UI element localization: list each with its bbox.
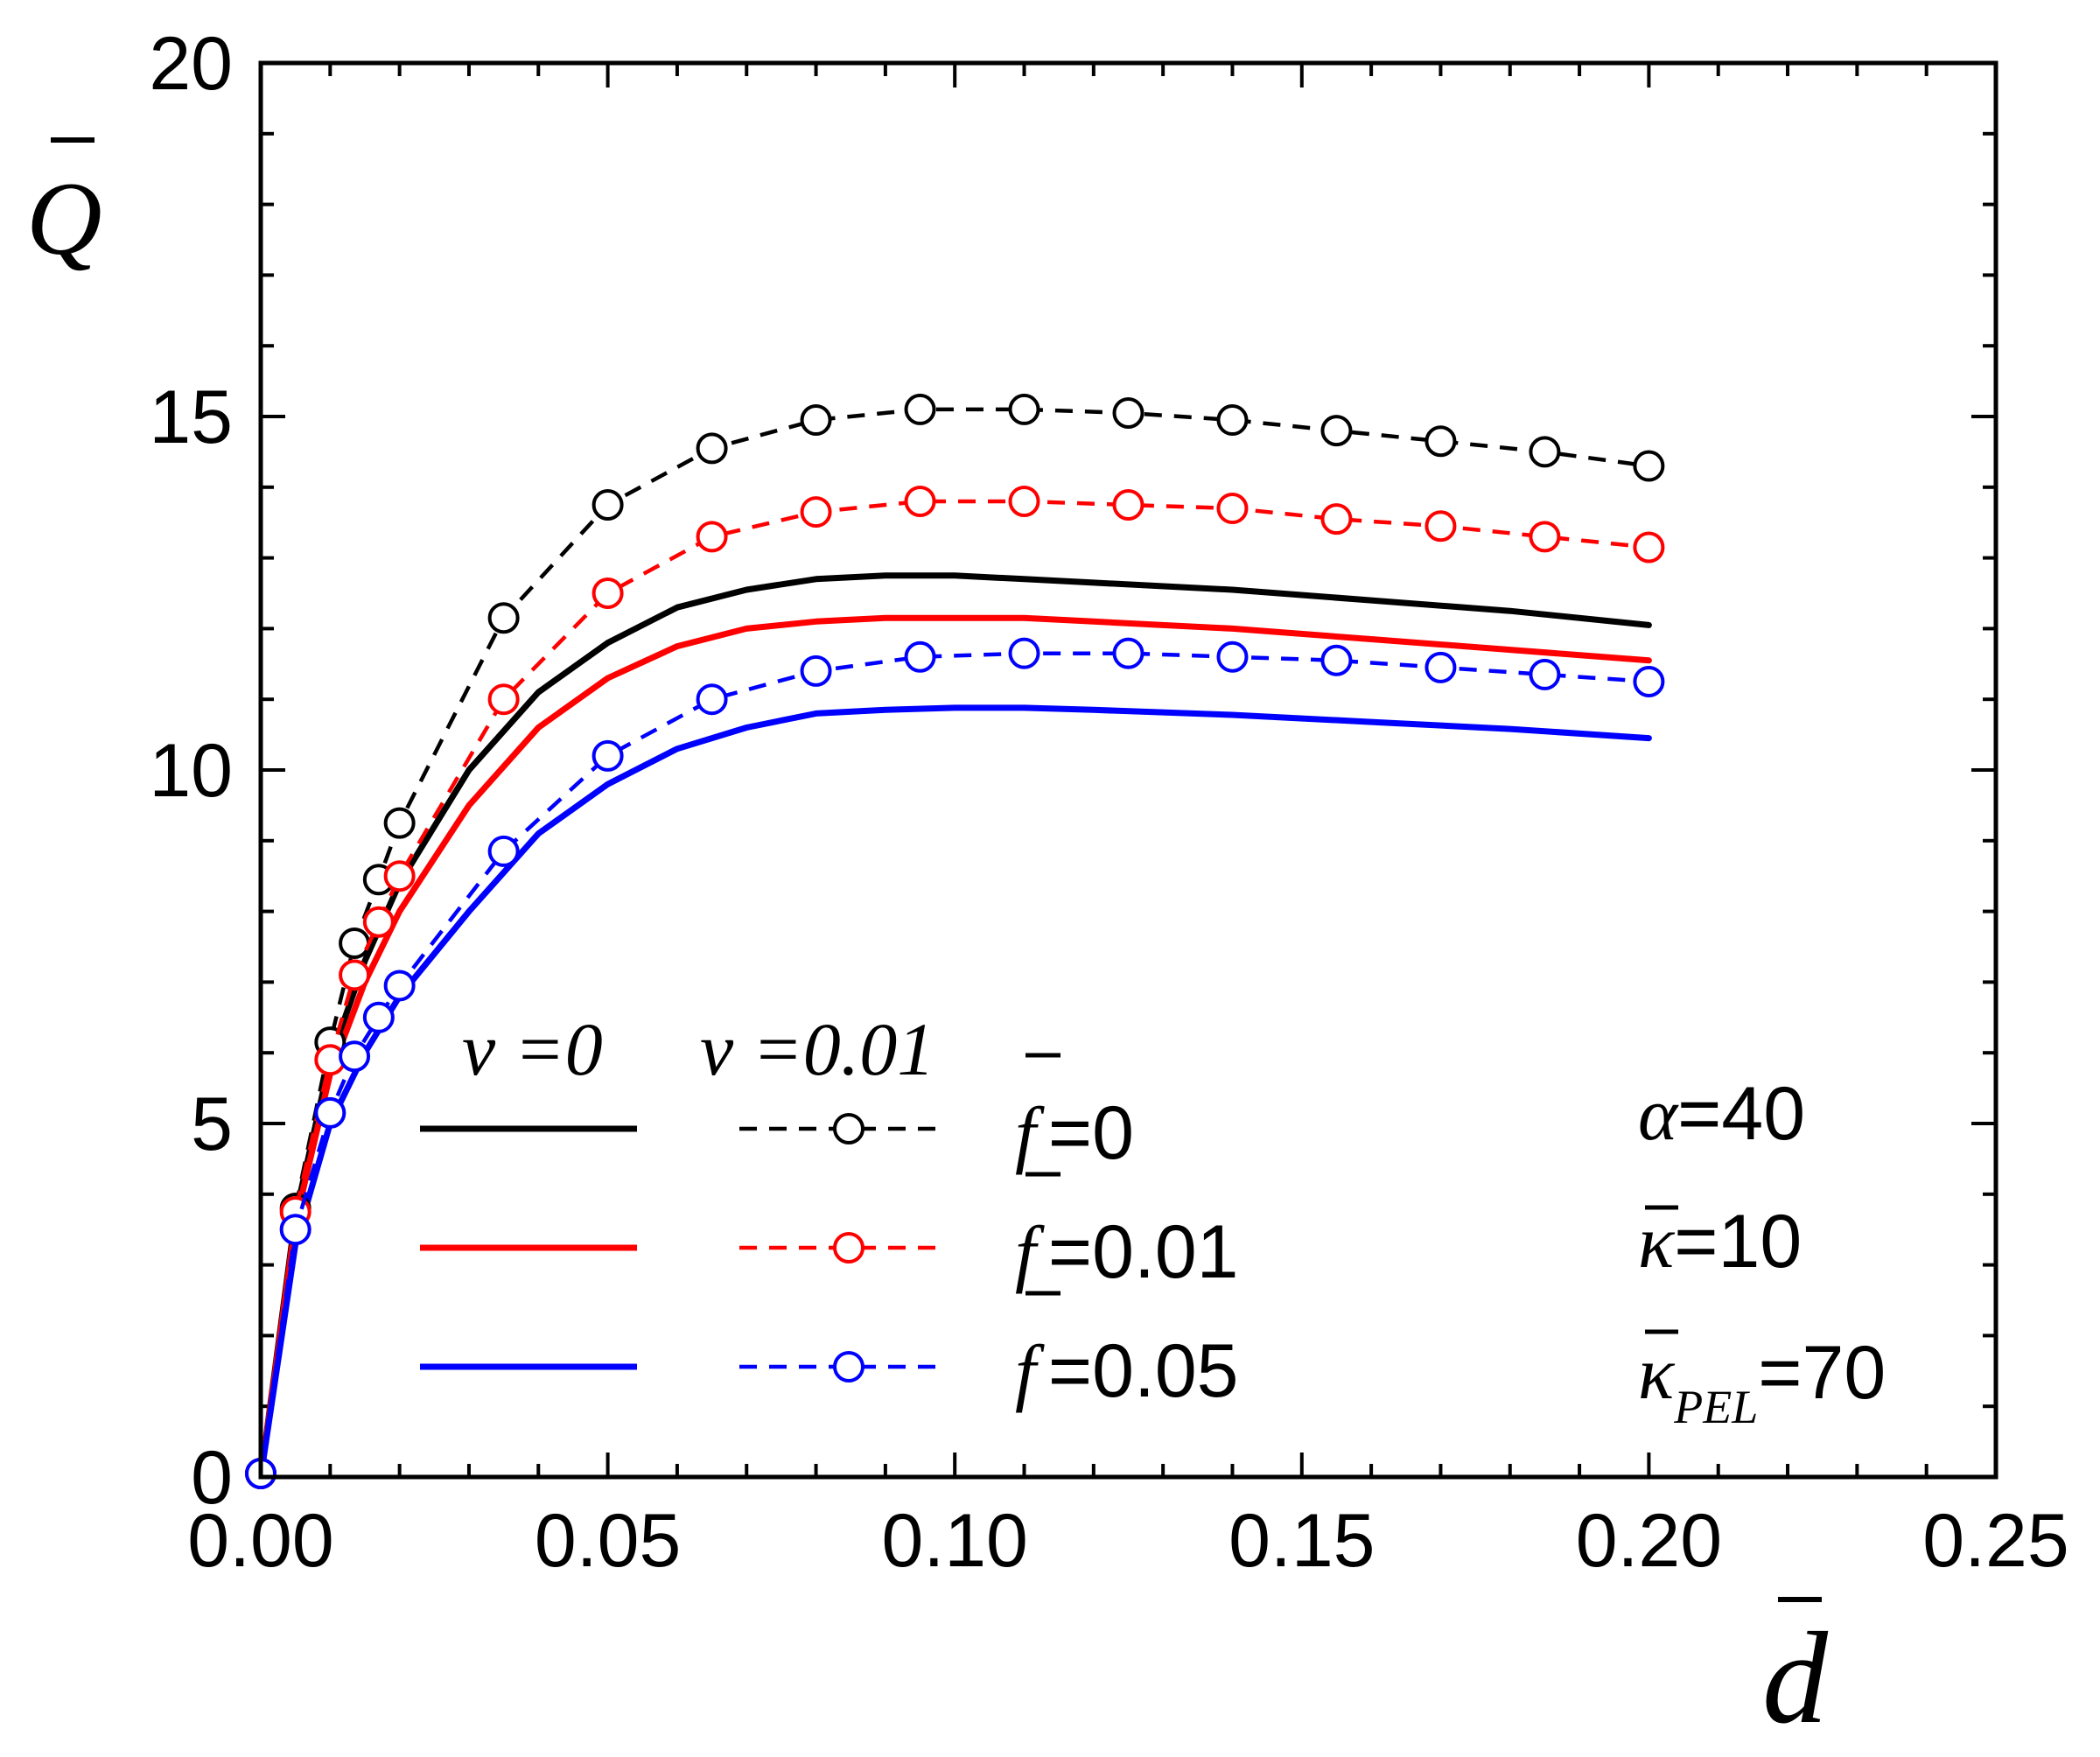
x-tick-label: 0.25 xyxy=(1922,1499,2068,1583)
legend: ν =0 ν =0.01 f =0 f =0.01 f =0.05 xyxy=(420,1007,1239,1413)
legend-marker xyxy=(833,1351,864,1382)
data-point xyxy=(1216,493,1249,525)
data-point xyxy=(362,1001,395,1033)
data-point xyxy=(696,521,728,553)
data-point xyxy=(339,927,371,959)
legend-header-nu001: ν =0.01 xyxy=(700,1007,934,1091)
data-point xyxy=(339,959,371,991)
data-point xyxy=(487,683,520,716)
data-point xyxy=(1008,393,1040,425)
data-point xyxy=(279,1214,312,1246)
data-point xyxy=(904,393,936,425)
svg-text:Q: Q xyxy=(26,160,102,276)
y-tick-label: 0 xyxy=(191,1436,233,1520)
series-line xyxy=(257,704,1652,1480)
data-point xyxy=(696,683,728,716)
data-point xyxy=(362,906,395,938)
plot-frame xyxy=(258,60,1998,1480)
legend-marker xyxy=(833,1232,864,1264)
data-point xyxy=(1529,436,1561,468)
y-tick-label: 5 xyxy=(191,1082,233,1166)
series-line xyxy=(257,572,1652,1480)
data-point xyxy=(904,640,936,673)
data-point xyxy=(1008,637,1040,669)
data-point xyxy=(1529,658,1561,690)
data-point xyxy=(487,602,520,634)
data-point xyxy=(383,970,416,1002)
data-point xyxy=(1529,521,1561,553)
data-point xyxy=(314,1096,346,1129)
data-point xyxy=(1320,503,1353,536)
data-point xyxy=(592,489,624,521)
data-point xyxy=(1424,651,1457,683)
data-point xyxy=(1424,510,1457,542)
data-point xyxy=(1112,637,1144,669)
alpha-annotation: α=40 xyxy=(1638,1072,1805,1156)
data-point xyxy=(1216,640,1249,673)
data-point xyxy=(383,807,416,839)
data-point xyxy=(592,739,624,772)
x-tick-label: 0.05 xyxy=(535,1499,681,1583)
y-tick-labels: 0 5 10 15 20 xyxy=(149,22,233,1520)
data-point xyxy=(1424,425,1457,458)
data-point xyxy=(1008,485,1040,517)
series-line xyxy=(258,407,1649,1474)
legend-label: f =0.01 xyxy=(1015,1210,1239,1294)
x-tick-label: 0.15 xyxy=(1228,1499,1375,1583)
data-point xyxy=(1320,415,1353,447)
parameter-annotations: α=40 κ=10 κPEL=70 xyxy=(1638,1072,1886,1433)
y-axis-label: Q xyxy=(26,137,102,276)
y-tick-label: 10 xyxy=(149,729,233,813)
data-point xyxy=(800,496,832,528)
data-point xyxy=(487,835,520,867)
x-tick-label: 0.10 xyxy=(882,1499,1028,1583)
data-point xyxy=(1112,489,1144,521)
legend-label: f =0.05 xyxy=(1015,1329,1239,1413)
data-point xyxy=(800,404,832,437)
data-point xyxy=(1633,666,1665,697)
legend-label: f =0 xyxy=(1015,1091,1134,1175)
kappa-annotation: κ=10 xyxy=(1638,1200,1802,1284)
data-point xyxy=(592,578,624,609)
data-point xyxy=(1216,404,1249,437)
data-point xyxy=(1112,396,1144,429)
data-point xyxy=(696,432,728,465)
svg-text:d: d xyxy=(1762,1606,1829,1751)
x-tick-label: 0.00 xyxy=(187,1499,333,1583)
data-point xyxy=(904,485,936,517)
y-tick-label: 15 xyxy=(149,375,233,459)
x-tick-label: 0.20 xyxy=(1576,1499,1722,1583)
kappa-pel-annotation: κPEL=70 xyxy=(1638,1331,1886,1433)
data-point xyxy=(800,654,832,687)
legend-marker xyxy=(833,1113,864,1144)
data-point xyxy=(383,860,416,892)
legend-header-nu0: ν =0 xyxy=(462,1007,603,1091)
data-point xyxy=(1633,450,1665,482)
y-tick-label: 20 xyxy=(149,22,233,106)
data-point xyxy=(1633,531,1665,564)
data-point xyxy=(1320,644,1353,676)
data-point xyxy=(339,1040,371,1073)
x-tick-labels: 0.00 0.05 0.10 0.15 0.20 0.25 xyxy=(187,1499,2068,1583)
series-layer xyxy=(245,393,1665,1489)
x-axis-label: d xyxy=(1762,1597,1829,1751)
